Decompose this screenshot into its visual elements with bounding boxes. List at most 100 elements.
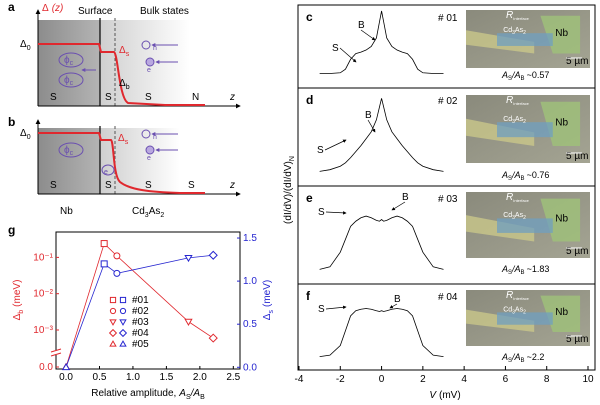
ratio-label: AS/AB ~0.57 xyxy=(501,70,549,82)
ratio-part: A xyxy=(501,170,508,180)
element: As xyxy=(515,212,524,219)
panel-label: a xyxy=(8,0,15,14)
spectrum xyxy=(319,308,444,357)
annotation: S xyxy=(332,43,339,54)
gap-profile xyxy=(38,43,205,106)
annotation: S xyxy=(318,207,325,218)
subscript: b xyxy=(18,310,25,314)
label: h xyxy=(153,134,157,141)
label: e xyxy=(104,169,108,176)
data-point xyxy=(184,318,193,326)
sample-label: # 02 xyxy=(438,96,458,107)
legend-marker xyxy=(119,296,127,304)
flake xyxy=(497,312,553,325)
hole xyxy=(141,40,151,50)
x-tick-label: 1.0 xyxy=(126,372,140,383)
ratio-label: AS/AB ~0.76 xyxy=(501,170,549,182)
x-tick-label: 0.0 xyxy=(59,372,73,383)
spectrum xyxy=(319,10,444,74)
symbol: Δ xyxy=(20,39,27,50)
region: S xyxy=(145,180,152,191)
region: S xyxy=(50,180,57,191)
subscript: S xyxy=(508,270,512,276)
x-tick-label: -2 xyxy=(336,374,345,385)
legend-marker xyxy=(109,340,117,347)
subscript: S xyxy=(508,176,512,182)
x-tick-label: 0.5 xyxy=(93,372,107,383)
x-axis-label: Relative amplitude, AS/AB xyxy=(91,388,205,401)
surface-region xyxy=(100,128,180,194)
x-tick-label: 8 xyxy=(544,374,550,385)
subscript: c xyxy=(70,80,74,87)
subscript: s xyxy=(268,310,275,314)
annotation: S xyxy=(317,145,324,156)
region: S xyxy=(105,92,112,103)
legend-label: #05 xyxy=(132,339,149,350)
annotation: B xyxy=(394,294,401,305)
ratio-part: ~1.83 xyxy=(527,264,550,274)
annotation: B xyxy=(402,192,409,203)
spectrum xyxy=(319,98,444,172)
annotation-arrow xyxy=(325,211,347,215)
ratio-part: A xyxy=(501,70,508,80)
legend-marker xyxy=(118,328,128,338)
subscript: 2 xyxy=(523,119,526,125)
panel-label: c xyxy=(306,10,313,24)
ratio-part: /A xyxy=(511,70,521,80)
subscript: Interface xyxy=(513,101,529,106)
x-tick-label: 6 xyxy=(503,374,509,385)
label: e xyxy=(147,155,151,162)
inset-label: Cd3As2 xyxy=(503,212,526,221)
region: S xyxy=(105,180,112,191)
inset-label: Cd3As2 xyxy=(503,116,526,125)
legend-marker xyxy=(109,307,117,315)
symbol: V xyxy=(429,390,437,401)
ratio-part: /A xyxy=(511,352,521,362)
subscript: Interface xyxy=(513,16,529,21)
subscript: B xyxy=(200,394,205,401)
panel-label: b xyxy=(8,115,15,129)
subscript: s xyxy=(126,51,130,58)
panel-label: d xyxy=(306,93,313,107)
sample-label: # 01 xyxy=(438,13,458,24)
phi: ϕc xyxy=(64,75,74,87)
label: Bulk states xyxy=(140,6,189,17)
axis-break xyxy=(52,350,60,355)
inset-label: Nb xyxy=(555,28,568,39)
phi: ϕc xyxy=(64,145,74,157)
element: As xyxy=(515,306,524,313)
annotation-arrow xyxy=(324,139,347,151)
element: Cd xyxy=(503,116,512,123)
y2-tick-label: 1.0 xyxy=(243,276,257,287)
ratio-part: A xyxy=(501,264,508,274)
x-tick-label: 4 xyxy=(461,374,467,385)
scale-bar: 5 µm xyxy=(566,246,588,257)
spectrum xyxy=(319,215,444,270)
orbit xyxy=(101,164,115,176)
axis-break xyxy=(50,352,62,357)
vortex xyxy=(58,52,84,68)
x-tick-label: 1.5 xyxy=(159,372,173,383)
unit: (meV) xyxy=(12,280,23,307)
subscript: 3 xyxy=(512,215,515,221)
inset-label: Cd3As2 xyxy=(503,306,526,315)
vortex xyxy=(58,142,84,158)
subscript: B xyxy=(521,270,525,276)
delta-b: Δb xyxy=(119,78,130,91)
axis-label: Δ (z) xyxy=(42,3,63,14)
flake xyxy=(497,122,553,138)
panel-a: a Δ (z) Surface Bulk states Δ0 Δs Δb S S … xyxy=(8,0,241,109)
x-tick-label: 0 xyxy=(379,374,385,385)
panel-g: g Δb (meV) Δs (meV) Relative amplitude, AS/… xyxy=(8,223,275,401)
electron xyxy=(145,57,155,67)
data-point xyxy=(100,260,108,268)
ratio-label: AS/AB ~1.83 xyxy=(501,264,549,276)
unit: (mV) xyxy=(439,390,461,401)
legend-label: #04 xyxy=(132,328,149,339)
x-axis-label: V (mV) xyxy=(429,390,460,401)
subscript: B xyxy=(521,176,525,182)
subscript: 3 xyxy=(145,212,149,219)
subscript: S xyxy=(186,394,191,401)
unit: (meV) xyxy=(262,280,273,307)
